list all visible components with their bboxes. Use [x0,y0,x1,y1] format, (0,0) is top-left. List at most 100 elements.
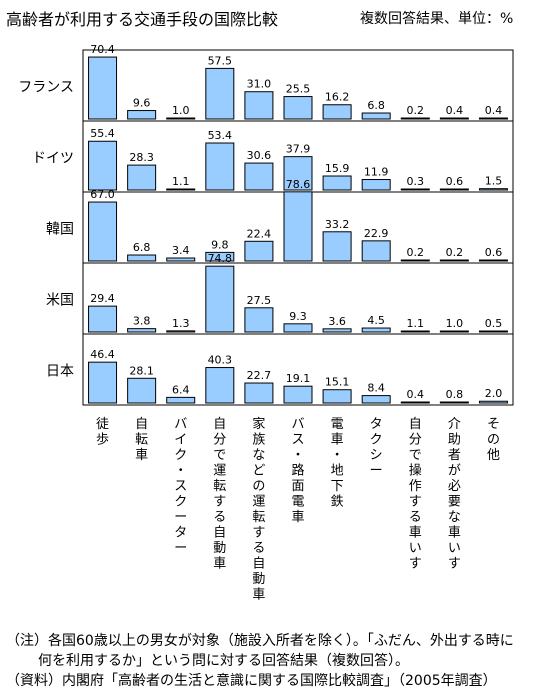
bar [88,140,118,191]
bar [400,401,430,404]
bar [127,328,157,333]
data-label: 1.0 [446,317,464,330]
footnote-1: （注）各国60歳以上の男女が対象（施設入所者を除く）。「ふだん、外出する時に [6,633,514,649]
data-label: 67.0 [90,188,115,201]
category-label: バス・路面電車 [291,417,304,525]
data-label: 25.5 [286,83,311,96]
country-label: フランス [18,80,74,96]
data-label: 31.0 [247,78,272,91]
data-label: 0.6 [446,175,464,188]
bar [127,377,157,404]
data-label: 11.9 [364,166,389,179]
data-label: 74.8 [208,252,233,265]
data-label: 29.4 [90,292,115,305]
bar [283,323,313,333]
data-label: 9.8 [211,238,229,251]
bar [166,257,196,262]
panel-frame-4 [82,333,514,406]
bar [400,259,430,262]
bar [439,259,469,262]
data-label: 6.4 [172,383,190,396]
data-label: 1.1 [407,317,425,330]
bar [127,110,157,120]
data-label: 0.6 [485,246,503,259]
bar [244,382,274,404]
data-label: 3.4 [172,244,190,257]
data-label: 0.5 [485,317,503,330]
data-label: 1.0 [172,104,190,117]
data-label: 16.2 [325,91,350,104]
data-label: 53.4 [208,129,233,142]
data-label: 6.8 [367,99,385,112]
unit-note: 複数回答結果、単位：% [360,11,514,27]
country-label: 米国 [46,293,74,309]
bar [283,191,313,262]
bar [88,56,118,120]
data-label: 55.4 [90,127,115,140]
data-label: 33.2 [325,218,350,231]
country-label: 日本 [46,364,74,380]
bar [361,179,391,191]
bar [361,395,391,404]
bar [478,400,508,404]
bar [361,327,391,333]
bar [478,117,508,120]
category-label: 電車・地下鉄 [331,417,344,510]
bar [205,367,235,404]
bar [127,254,157,262]
category-label: 自分で操作する車いす [409,417,422,572]
data-label: 1.3 [172,317,190,330]
data-label: 22.7 [247,369,272,382]
data-label: 4.5 [367,314,385,327]
bar [166,188,196,191]
bar [322,175,352,191]
data-label: 27.5 [247,294,272,307]
data-label: 28.1 [129,364,154,377]
data-label: 22.4 [247,227,272,240]
bar [478,188,508,191]
bar [88,361,118,404]
bar [322,389,352,404]
category-label: タクシー [370,417,383,479]
bar [439,188,469,191]
bar [283,385,313,404]
category-label: 徒歩 [96,417,109,448]
bar [478,259,508,262]
bar [322,104,352,120]
data-label: 78.6 [286,178,311,191]
data-label: 46.4 [90,348,115,361]
bar [127,164,157,191]
bar [322,328,352,333]
data-label: 1.1 [172,175,190,188]
data-label: 37.9 [286,143,311,156]
data-label: 1.5 [485,175,503,188]
data-label: 70.4 [90,43,115,56]
category-label: 自転車 [135,417,148,463]
bar [478,330,508,333]
chart-title: 高齢者が利用する交通手段の国際比較 [6,10,279,29]
data-label: 30.6 [247,149,272,162]
data-label: 9.6 [133,97,151,110]
category-label: その他 [487,417,500,463]
data-label: 19.1 [286,372,311,385]
bar [283,96,313,120]
data-label: 15.1 [325,376,350,389]
footnote-source: （資料）内閣府「高齢者の生活と意識に関する国際比較調査」（2005年調査） [6,673,497,689]
bar [283,156,313,191]
data-label: 0.8 [446,388,464,401]
bar [361,240,391,262]
data-label: 40.3 [208,354,233,367]
bar [400,117,430,120]
data-label: 8.4 [367,382,385,395]
data-label: 3.8 [133,315,151,328]
bar [244,162,274,191]
bar [439,117,469,120]
data-label: 0.4 [446,104,464,117]
bar [88,305,118,333]
bar [244,307,274,333]
bar [205,265,235,333]
data-label: 0.4 [485,104,503,117]
data-label: 6.8 [133,241,151,254]
bar [166,330,196,333]
data-label: 57.5 [208,54,233,67]
